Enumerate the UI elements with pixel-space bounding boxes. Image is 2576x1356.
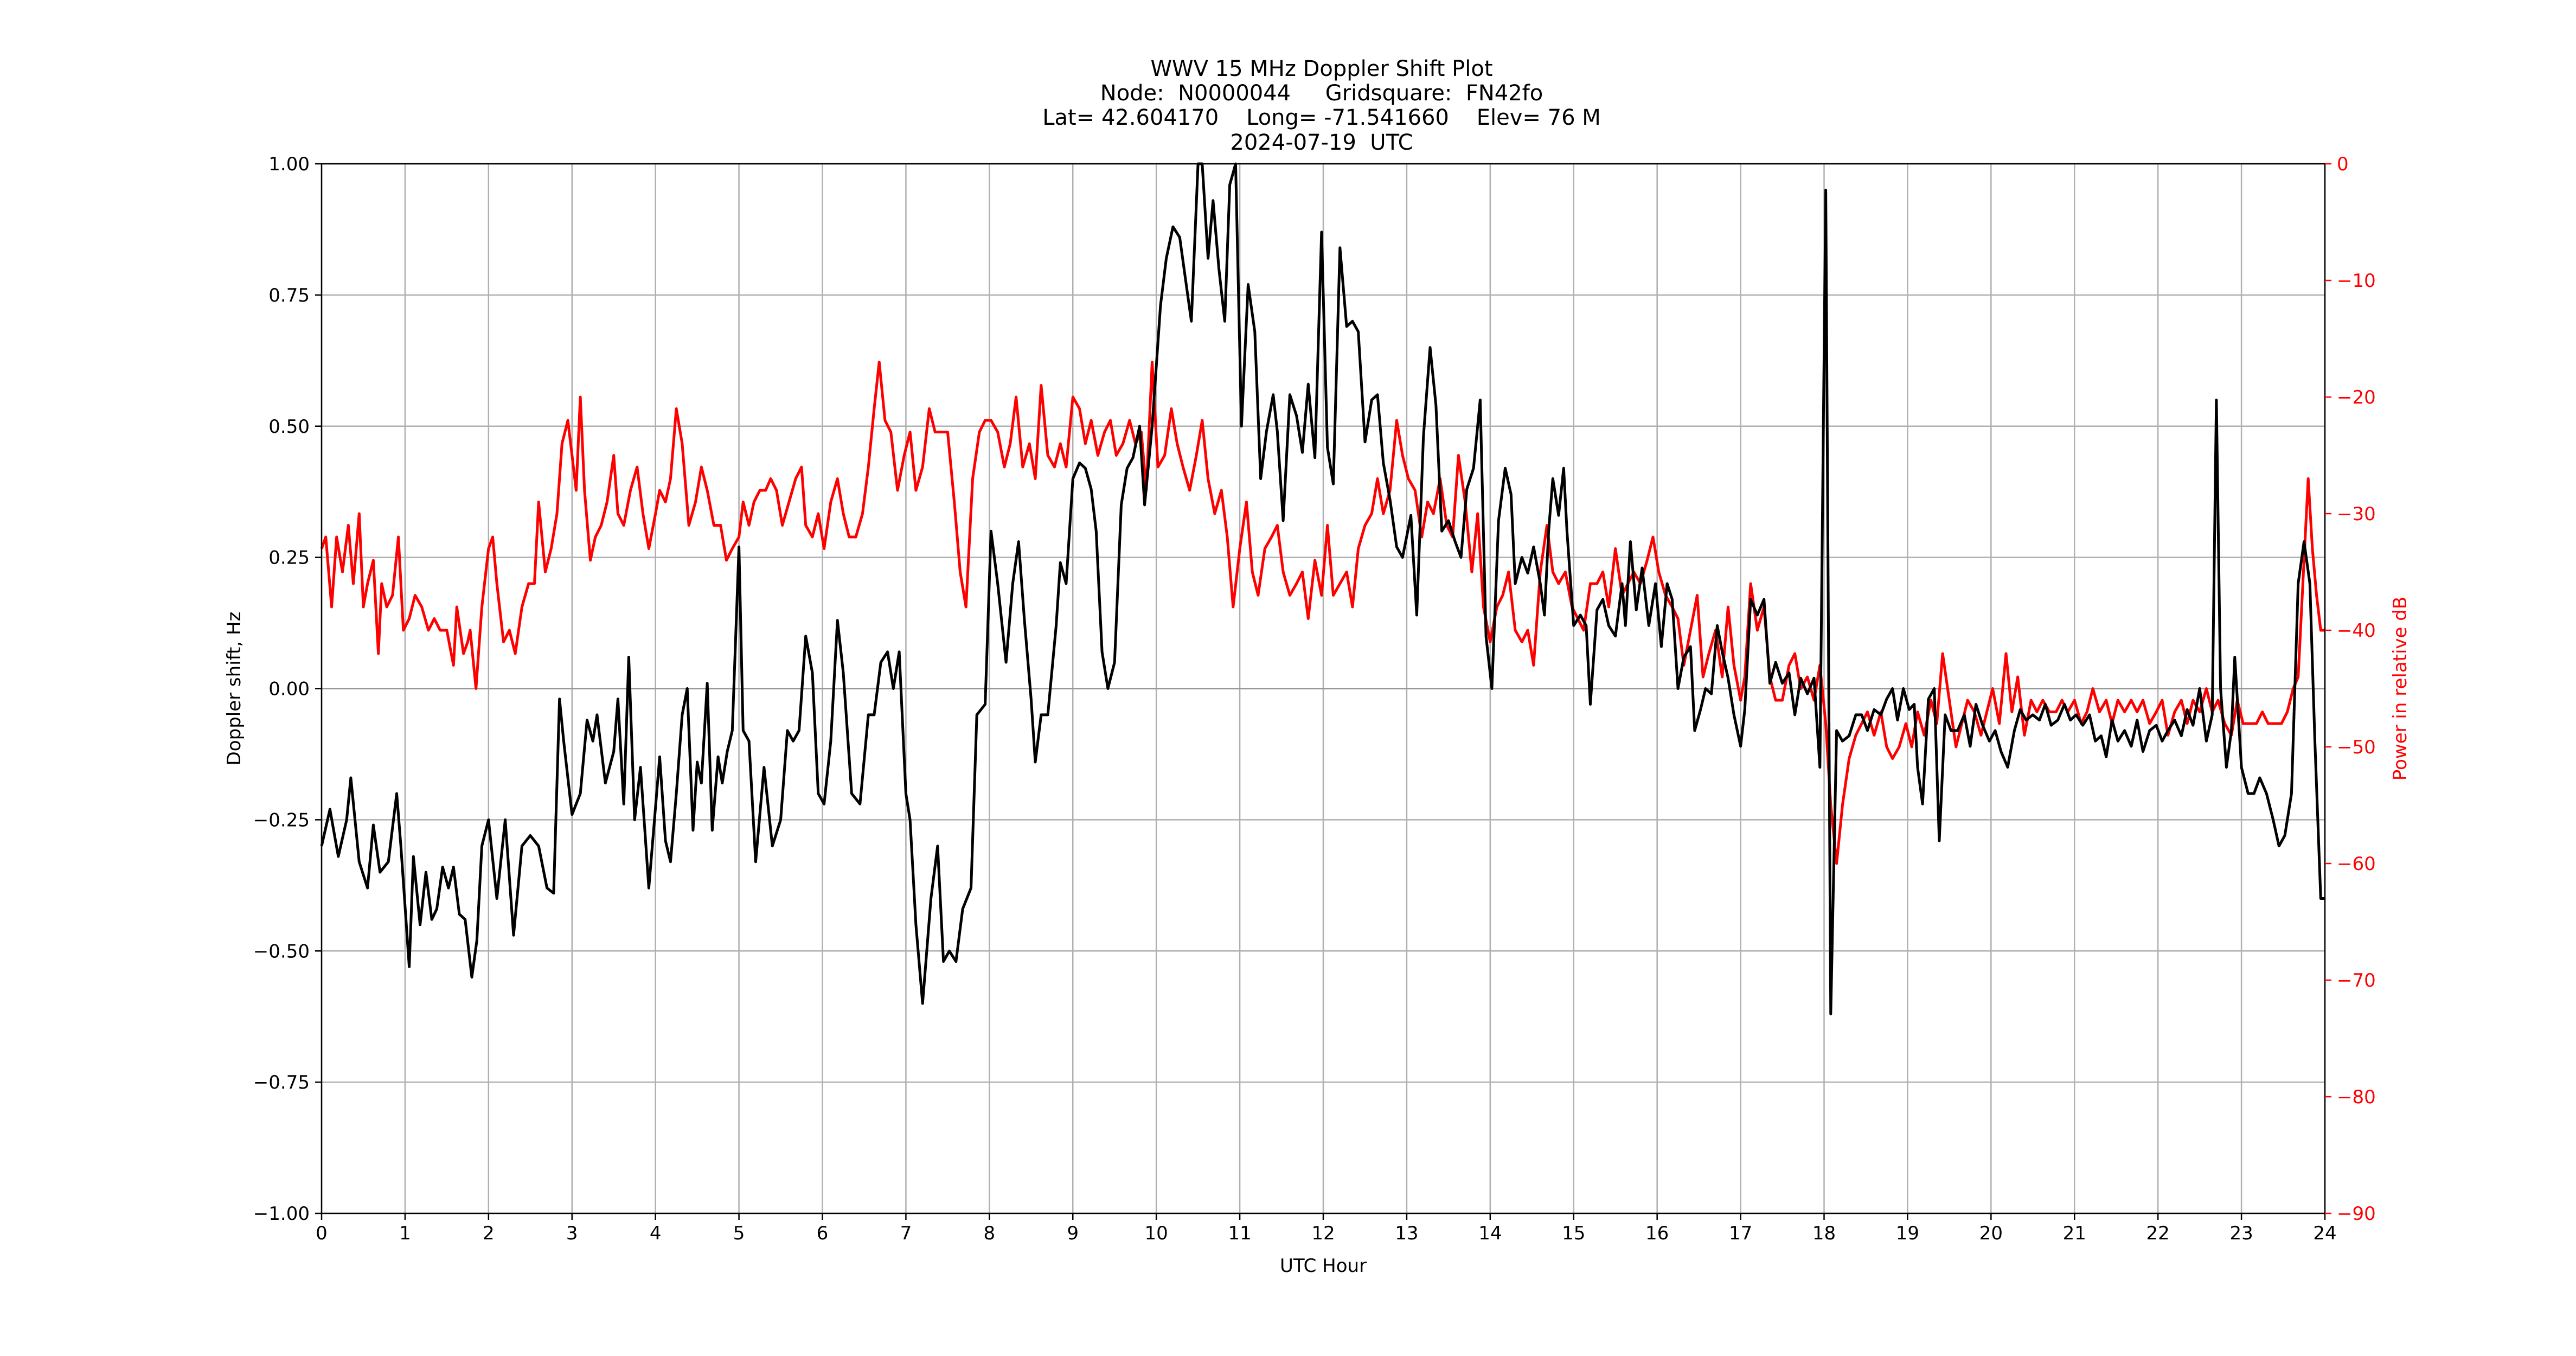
chart-title: WWV 15 MHz Doppler Shift Plot Node: N000… — [1042, 56, 1601, 155]
y-tick-label: −0.25 — [253, 809, 310, 831]
x-tick-label: 21 — [2063, 1223, 2086, 1244]
y-tick-label: −0.75 — [253, 1072, 310, 1093]
y2-tick-label: −70 — [2337, 970, 2376, 992]
x-tick-label: 12 — [1311, 1223, 1335, 1244]
y-tick-label: 0.00 — [268, 679, 310, 700]
y2-tick-label: −90 — [2337, 1203, 2376, 1225]
doppler-series-line — [320, 162, 2325, 1015]
y-tick-label: 0.25 — [268, 547, 310, 569]
x-tick-label: 9 — [1067, 1223, 1079, 1244]
x-tick-label: 13 — [1395, 1223, 1418, 1244]
x-tick-label: 22 — [2146, 1223, 2170, 1244]
x-tick-label: 16 — [1645, 1223, 1669, 1244]
y2-tick-label: −20 — [2337, 387, 2376, 408]
y-axis-label: Doppler shift, Hz — [223, 612, 245, 766]
x-tick-label: 14 — [1478, 1223, 1502, 1244]
y2-tick-label: −50 — [2337, 737, 2376, 758]
x-tick-label: 8 — [984, 1223, 996, 1244]
x-tick-label: 2 — [483, 1223, 495, 1244]
y2-tick-label: 0 — [2337, 153, 2349, 175]
y-axis-left: −1.00 −0.75 −0.50 −0.25 0.00 0.25 0.50 0.75 1.00 — [253, 153, 322, 1225]
series-layer — [320, 162, 2325, 1015]
x-tick-label: 4 — [650, 1223, 662, 1244]
x-axis: 0 1 2 3 4 5 6 7 8 9 10 11 12 13 14 15 16 17 18 19 20 21 22 23 24 — [316, 1213, 2337, 1244]
y2-tick-label: −40 — [2337, 620, 2376, 642]
y2-tick-label: −60 — [2337, 853, 2376, 875]
y-tick-label: −1.00 — [253, 1203, 310, 1225]
y-tick-label: 0.75 — [268, 285, 310, 306]
y2-axis-label: Power in relative dB — [2389, 597, 2411, 781]
y2-tick-label: −30 — [2337, 503, 2376, 525]
x-tick-label: 7 — [900, 1223, 912, 1244]
y-axis-right: 0 −10 −20 −30 −40 −50 −60 −70 −80 −90 — [2325, 153, 2376, 1225]
x-tick-label: 6 — [817, 1223, 829, 1244]
x-tick-label: 24 — [2313, 1223, 2336, 1244]
x-tick-label: 1 — [399, 1223, 411, 1244]
title-line-2: Node: N0000044 Gridsquare: FN42fo — [1100, 81, 1543, 106]
x-tick-label: 5 — [733, 1223, 745, 1244]
x-tick-label: 15 — [1562, 1223, 1585, 1244]
x-tick-label: 19 — [1896, 1223, 1919, 1244]
x-tick-label: 20 — [1979, 1223, 2003, 1244]
title-line-3: Lat= 42.604170 Long= -71.541660 Elev= 76… — [1042, 105, 1601, 130]
x-tick-label: 18 — [1812, 1223, 1836, 1244]
y2-tick-label: −10 — [2337, 270, 2376, 292]
x-tick-label: 23 — [2229, 1223, 2253, 1244]
x-tick-label: 10 — [1145, 1223, 1168, 1244]
power-series-line — [320, 361, 2325, 865]
y-tick-label: 0.50 — [268, 416, 310, 438]
x-axis-label: UTC Hour — [1280, 1255, 1367, 1277]
y2-tick-label: −80 — [2337, 1086, 2376, 1108]
x-tick-label: 3 — [566, 1223, 578, 1244]
y-tick-label: 1.00 — [268, 153, 310, 175]
x-tick-label: 0 — [316, 1223, 328, 1244]
x-tick-label: 17 — [1729, 1223, 1752, 1244]
title-line-1: WWV 15 MHz Doppler Shift Plot — [1150, 56, 1492, 81]
x-tick-label: 11 — [1228, 1223, 1251, 1244]
title-line-4: 2024-07-19 UTC — [1230, 130, 1413, 155]
y-tick-label: −0.50 — [253, 941, 310, 962]
